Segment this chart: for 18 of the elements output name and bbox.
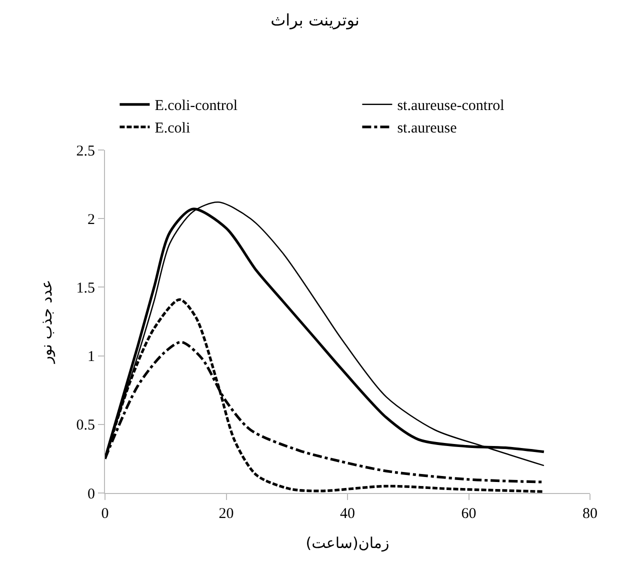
- x-tick-label: 0: [101, 506, 109, 522]
- x-axis-title: زمان(ساعت): [306, 534, 390, 552]
- x-tick-label: 20: [218, 506, 234, 522]
- y-tick-label: 2.5: [76, 143, 95, 160]
- y-tick-label: 2: [88, 212, 95, 228]
- y-tick-label: 1: [88, 349, 95, 366]
- y-tick-label: 0: [88, 486, 95, 502]
- legend-label: st.aureuse: [397, 120, 458, 137]
- x-tick-label: 40: [340, 506, 355, 522]
- x-tick-label: 60: [461, 506, 476, 522]
- legend-label: st.aureuse-control: [397, 98, 504, 114]
- x-tick-label: 80: [582, 506, 598, 522]
- y-axis-title: عدد جذب نور: [38, 280, 56, 364]
- y-tick-label: 1.5: [76, 280, 95, 296]
- legend-label: E.coli-control: [154, 98, 238, 114]
- y-tick-label: 0.5: [76, 418, 95, 434]
- legend-label: E.coli: [154, 120, 190, 137]
- chart-title: نوترینت براث: [270, 10, 360, 30]
